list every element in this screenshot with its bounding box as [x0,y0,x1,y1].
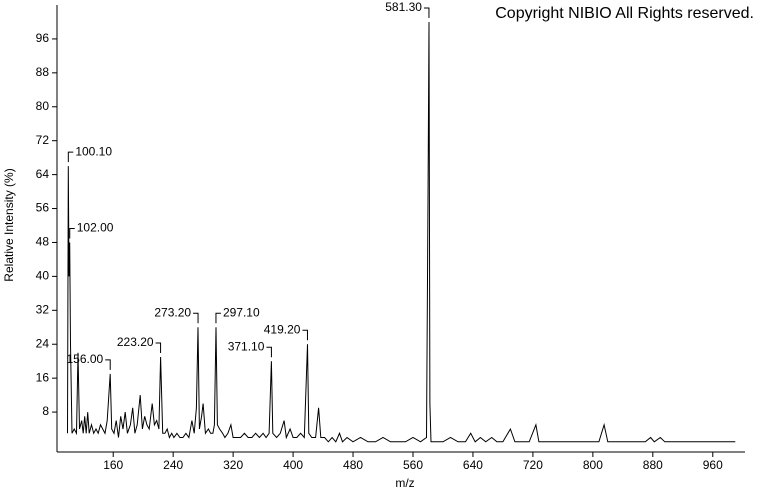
y-tick-label: 40 [36,269,50,283]
y-tick-label: 48 [36,235,50,249]
y-tick-label: 8 [42,404,49,418]
y-tick-label: 56 [36,201,50,215]
peak-label: 102.00 [77,221,114,235]
copyright-annotation: Copyright NIBIO All Rights reserved. [495,5,754,22]
peak-bracket [193,312,199,324]
x-tick-label: 640 [463,458,483,472]
x-tick-label: 880 [643,458,663,472]
peak-label: 273.20 [154,305,191,319]
y-tick-label: 80 [36,99,50,113]
peak-bracket [302,329,308,341]
peak-bracket [105,359,111,370]
peak-label: 223.20 [117,335,154,349]
x-tick-label: 800 [583,458,603,472]
x-tick-label: 160 [103,458,123,472]
y-tick-label: 88 [36,65,50,79]
peak-bracket [69,227,75,239]
peak-label: 100.10 [75,144,112,158]
peak-bracket [67,151,74,163]
x-tick-label: 240 [163,458,183,472]
peak-label: 297.10 [223,305,260,319]
x-tick-label: 720 [523,458,543,472]
y-tick-label: 96 [36,31,50,45]
x-tick-label: 400 [283,458,303,472]
x-tick-label: 480 [343,458,363,472]
peak-label: 156.00 [67,352,104,366]
y-axis-label: Relative Intensity (%) [2,168,16,281]
peak-label: 371.10 [228,339,265,353]
y-tick-label: 72 [36,133,50,147]
y-tick-label: 32 [36,302,50,316]
spectrum-line [67,21,736,443]
peak-label: 419.20 [264,322,301,336]
peak-bracket [266,346,272,358]
x-tick-label: 960 [703,458,723,472]
peak-bracket [215,312,221,324]
x-tick-label: 320 [223,458,243,472]
y-tick-label: 24 [36,336,50,350]
x-tick-label: 560 [403,458,423,472]
y-tick-label: 64 [36,167,50,181]
peak-bracket [423,7,430,18]
y-tick-label: 16 [36,370,50,384]
peak-bracket [155,342,162,353]
peak-label: 581.30 [385,0,422,14]
x-axis-label: m/z [395,476,414,490]
